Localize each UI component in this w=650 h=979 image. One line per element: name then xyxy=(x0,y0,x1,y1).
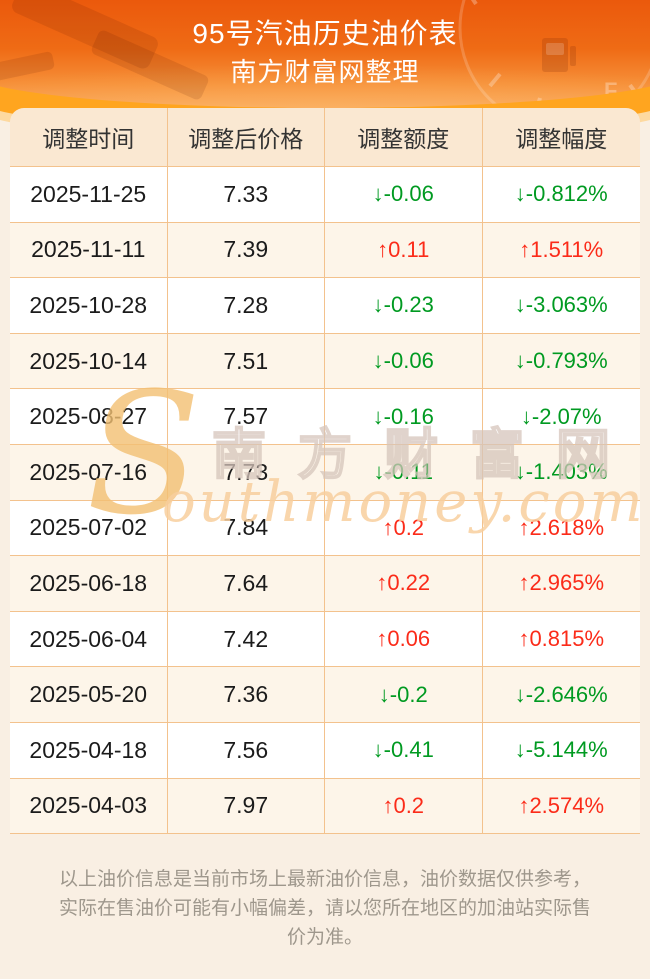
cell-change: ↓-0.23 xyxy=(325,278,483,333)
cell-price: 7.39 xyxy=(168,222,325,278)
table-row: 2025-05-20 7.36 ↓-0.2 ↓-2.646% xyxy=(10,666,640,722)
cell-date: 2025-11-11 xyxy=(10,222,168,278)
cell-price: 7.97 xyxy=(168,778,325,834)
cell-change: ↑0.2 xyxy=(325,500,483,556)
fuel-pump-icon xyxy=(542,38,576,72)
cell-date: 2025-06-04 xyxy=(10,611,168,667)
cell-price: 7.57 xyxy=(168,389,325,444)
header-banner: F 95号汽油历史油价表 南方财富网整理 xyxy=(0,0,650,144)
cell-date: 2025-10-28 xyxy=(10,278,168,333)
table-row: 2025-08-27 7.57 ↓-0.16 ↓-2.07% xyxy=(10,388,640,444)
table-row: 2025-11-11 7.39 ↑0.11 ↑1.511% xyxy=(10,221,640,278)
cell-percent: ↑2.574% xyxy=(518,792,605,818)
column-header-percent: 调整幅度 xyxy=(515,126,608,152)
cell-date: 2025-10-14 xyxy=(10,333,168,389)
cell-change: ↓-0.2 xyxy=(325,667,483,722)
cell-percent: ↓-0.812% xyxy=(514,181,608,207)
cell-date: 2025-04-03 xyxy=(10,778,168,834)
table-header-row: 调整时间 调整后价格 调整额度 调整幅度 xyxy=(10,108,640,166)
table-row: 2025-10-28 7.28 ↓-0.23 ↓-3.063% xyxy=(10,277,640,333)
cell-date: 2025-04-18 xyxy=(10,722,168,778)
table-row: 2025-10-14 7.51 ↓-0.06 ↓-0.793% xyxy=(10,332,640,389)
cell-percent: ↑1.511% xyxy=(519,236,604,262)
table-row: 2025-11-25 7.33 ↓-0.06 ↓-0.812% xyxy=(10,166,640,222)
svg-text:F: F xyxy=(604,78,617,103)
cell-date: 2025-11-25 xyxy=(10,167,168,222)
cell-price: 7.64 xyxy=(168,556,325,611)
cell-price: 7.51 xyxy=(168,333,325,389)
cell-change: ↑0.06 xyxy=(325,611,483,667)
cell-date: 2025-07-16 xyxy=(10,444,168,500)
disclaimer-text: 以上油价信息是当前市场上最新油价信息，油价数据仅供参考，实际在售油价可能有小幅偏… xyxy=(58,869,591,949)
fuel-gauge-icon: F xyxy=(458,0,650,108)
cell-percent: ↑2.965% xyxy=(518,570,605,596)
table-body: 2025-11-25 7.33 ↓-0.06 ↓-0.812% 2025-11-… xyxy=(10,166,640,835)
pump-nozzle-icon xyxy=(0,0,209,100)
column-header-change: 调整额度 xyxy=(325,108,483,166)
cell-percent: ↓-2.07% xyxy=(520,403,602,429)
cell-price: 7.56 xyxy=(168,722,325,778)
table-row: 2025-04-18 7.56 ↓-0.41 ↓-5.144% xyxy=(10,721,640,778)
banner-decorations: F xyxy=(0,0,650,108)
cell-price: 7.36 xyxy=(168,667,325,722)
price-table: 调整时间 调整后价格 调整额度 调整幅度 2025-11-25 7.33 ↓-0… xyxy=(10,108,640,835)
cell-percent: ↓-5.144% xyxy=(514,737,608,763)
column-header-price: 调整后价格 xyxy=(168,108,325,166)
cell-price: 7.42 xyxy=(168,611,325,667)
cell-change: ↑0.2 xyxy=(325,778,483,834)
cell-percent: ↑2.618% xyxy=(518,514,605,540)
cell-change: ↑0.11 xyxy=(325,222,483,278)
table-row: 2025-06-04 7.42 ↑0.06 ↑0.815% xyxy=(10,610,640,667)
cell-percent: ↓-2.646% xyxy=(514,681,608,707)
cell-price: 7.84 xyxy=(168,500,325,556)
cell-change: ↓-0.16 xyxy=(325,389,483,444)
cell-price: 7.33 xyxy=(168,167,325,222)
cell-date: 2025-07-02 xyxy=(10,500,168,556)
page-subtitle: 南方财富网整理 xyxy=(230,57,420,87)
cell-percent: ↓-1.403% xyxy=(514,459,608,485)
cell-change: ↓-0.06 xyxy=(325,167,483,222)
cell-percent: ↓-3.063% xyxy=(514,292,608,318)
table-row: 2025-07-16 7.73 ↓-0.11 ↓-1.403% xyxy=(10,443,640,500)
column-header-date: 调整时间 xyxy=(10,108,168,166)
cell-date: 2025-06-18 xyxy=(10,556,168,611)
table-row: 2025-07-02 7.84 ↑0.2 ↑2.618% xyxy=(10,499,640,556)
cell-change: ↓-0.11 xyxy=(325,444,483,500)
cell-change: ↓-0.06 xyxy=(325,333,483,389)
cell-change: ↑0.22 xyxy=(325,556,483,611)
cell-change: ↓-0.41 xyxy=(325,722,483,778)
cell-date: 2025-05-20 xyxy=(10,667,168,722)
cell-price: 7.73 xyxy=(168,444,325,500)
cell-date: 2025-08-27 xyxy=(10,389,168,444)
banner-text: 95号汽油历史油价表 南方财富网整理 xyxy=(0,0,650,108)
page-title: 95号汽油历史油价表 xyxy=(192,18,458,49)
cell-price: 7.28 xyxy=(168,278,325,333)
table-row: 2025-06-18 7.64 ↑0.22 ↑2.965% xyxy=(10,555,640,611)
cell-percent: ↑0.815% xyxy=(518,626,605,652)
cell-percent: ↓-0.793% xyxy=(514,348,608,374)
banner-gradient: F 95号汽油历史油价表 南方财富网整理 xyxy=(0,0,650,108)
table-row: 2025-04-03 7.97 ↑0.2 ↑2.574% xyxy=(10,777,640,834)
